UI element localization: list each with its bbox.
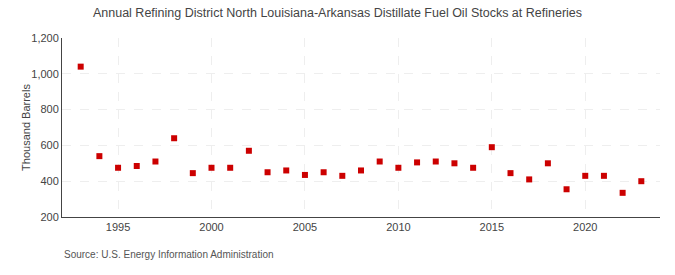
svg-text:2005: 2005 xyxy=(293,221,317,233)
svg-text:Thousand Barrels: Thousand Barrels xyxy=(20,84,32,171)
svg-text:2020: 2020 xyxy=(573,221,597,233)
svg-text:600: 600 xyxy=(40,139,58,151)
svg-text:800: 800 xyxy=(40,103,58,115)
svg-text:2000: 2000 xyxy=(199,221,223,233)
svg-text:2015: 2015 xyxy=(480,221,504,233)
svg-text:400: 400 xyxy=(40,175,58,187)
svg-text:1995: 1995 xyxy=(106,221,130,233)
svg-text:200: 200 xyxy=(40,211,58,223)
svg-text:1,000: 1,000 xyxy=(31,68,59,80)
svg-text:1,200: 1,200 xyxy=(31,32,59,44)
svg-text:Source: U.S. Energy Informatio: Source: U.S. Energy Information Administ… xyxy=(64,249,274,260)
svg-text:Annual Refining District North: Annual Refining District North Louisiana… xyxy=(93,6,582,20)
svg-text:2010: 2010 xyxy=(386,221,410,233)
